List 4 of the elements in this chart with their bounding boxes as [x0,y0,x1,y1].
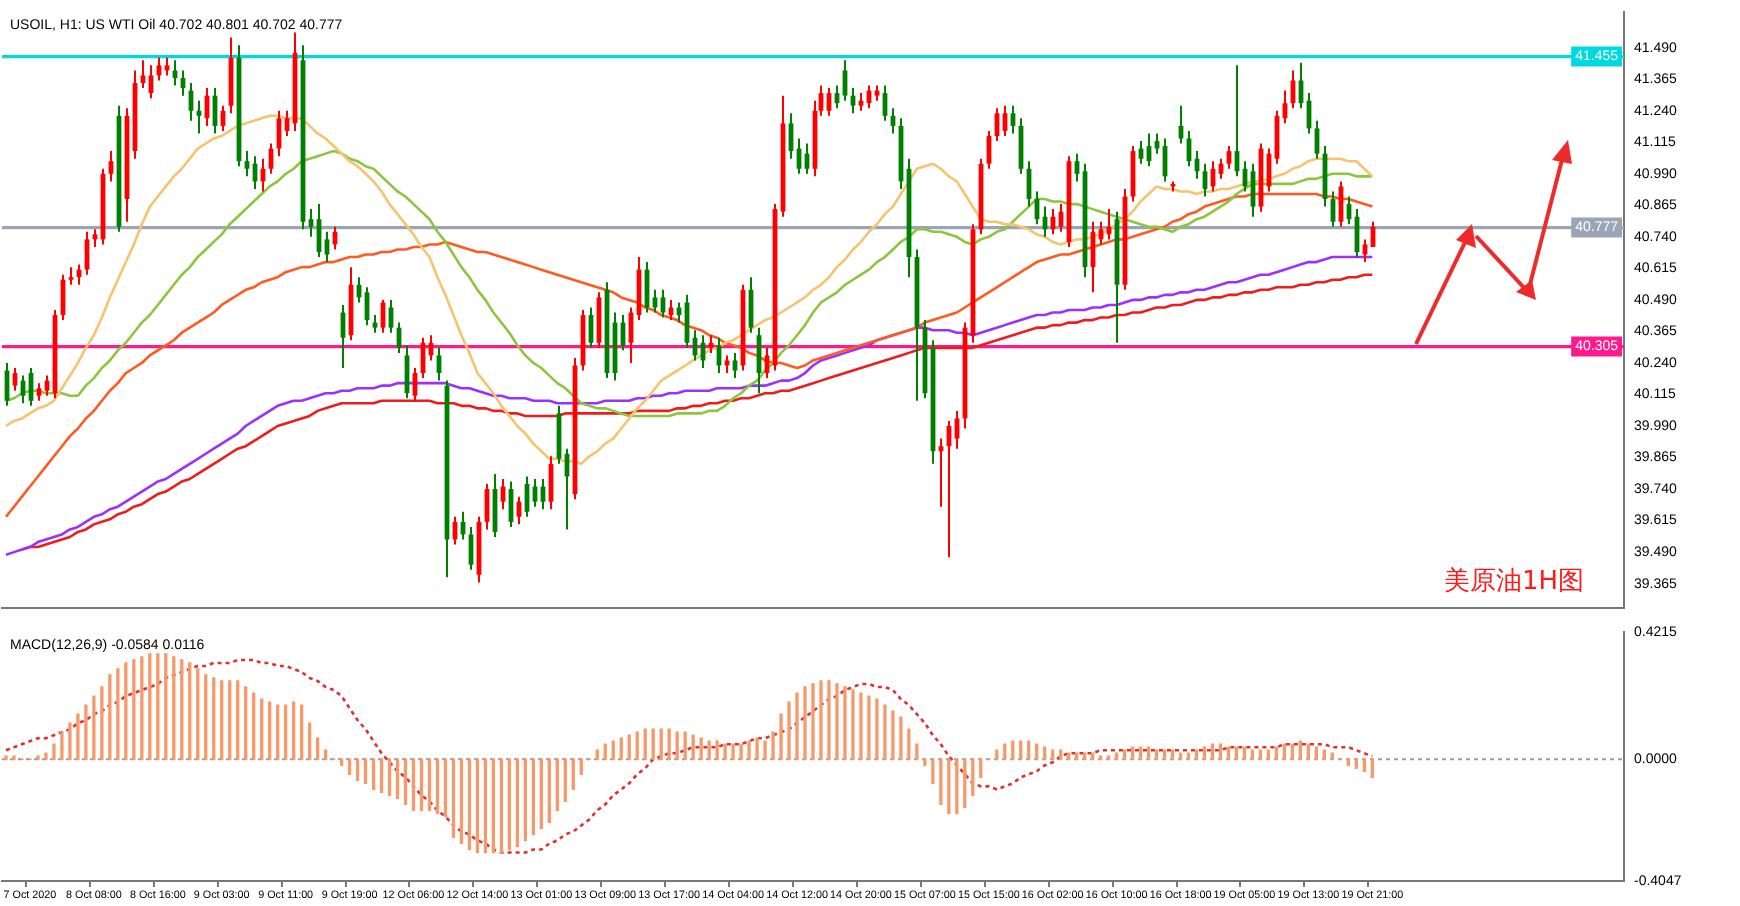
line-series [4,658,1374,854]
candlestick [1362,238,1368,264]
annotation: 美原油1H图 [1443,565,1584,598]
candlestick [732,351,738,380]
